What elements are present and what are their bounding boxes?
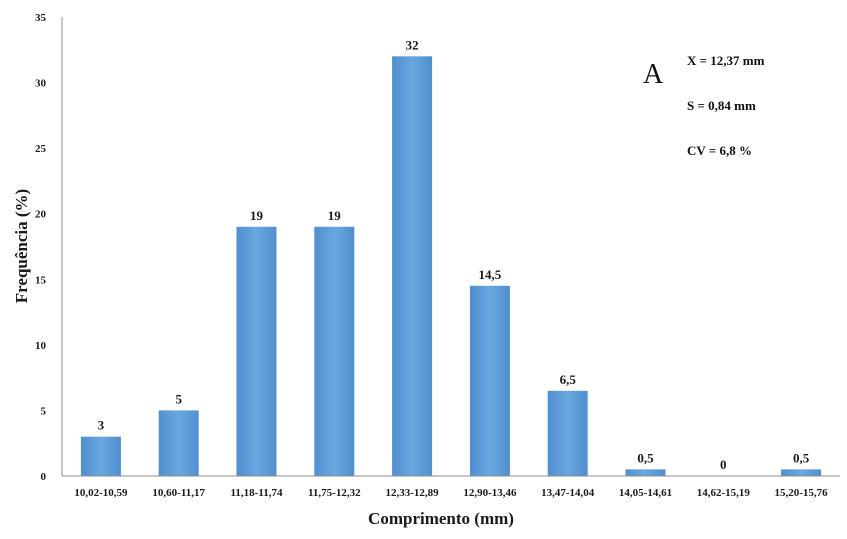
y-tick-label-5: 5	[41, 405, 47, 417]
data-label-5: 32	[406, 37, 419, 52]
y-axis-title: Frequência (%)	[12, 189, 31, 303]
bar-1	[80, 436, 121, 476]
std-dev-annotation: S = 0,84 mm	[687, 98, 756, 113]
x-axis-title: Comprimento (mm)	[368, 509, 514, 528]
x-tick-label-6: 12,90-13,46	[463, 487, 517, 499]
panel-label: A	[643, 59, 664, 90]
bar-4	[314, 226, 355, 476]
bar-6	[469, 285, 510, 476]
data-label-8: 0,5	[637, 450, 654, 465]
y-tick-label-0: 0	[41, 471, 47, 483]
data-label-4: 19	[328, 208, 342, 223]
x-ticks-layer: 10,02-10,59 10,60-11,17 11,18-11,74 11,75-1…	[74, 487, 828, 499]
x-tick-label-10: 15,20-15,76	[775, 487, 829, 499]
x-tick-label-5: 12,33-12,89	[386, 487, 440, 499]
data-label-6: 14,5	[479, 267, 502, 282]
y-tick-label-10: 10	[35, 340, 47, 352]
bar-10	[781, 469, 822, 476]
data-label-7: 6,5	[560, 372, 577, 387]
y-tick-label-20: 20	[35, 209, 47, 221]
x-tick-label-9: 14,62-15,19	[697, 487, 751, 499]
data-label-2: 5	[175, 391, 182, 406]
data-labels-layer: 3 5 19 19 32 14,5 6,5 0,5 0 0,5	[98, 37, 810, 472]
cv-annotation: CV = 6,8 %	[687, 143, 752, 158]
x-tick-label-4: 11,75-12,32	[308, 487, 361, 499]
y-ticks-layer: 0 5 10 15 20 25 30 35	[35, 12, 47, 483]
bar-3	[236, 226, 277, 476]
bar-8	[625, 469, 666, 476]
x-tick-label-1: 10,02-10,59	[74, 487, 128, 499]
data-label-10: 0,5	[793, 450, 810, 465]
x-tick-label-2: 10,60-11,17	[152, 487, 205, 499]
bars-layer	[80, 56, 822, 477]
y-tick-label-15: 15	[35, 274, 47, 286]
x-tick-label-8: 14,05-14,61	[619, 487, 672, 499]
y-tick-label-35: 35	[35, 12, 47, 24]
bar-2	[158, 410, 199, 476]
y-tick-label-25: 25	[35, 143, 47, 155]
x-tick-label-7: 13,47-14,04	[541, 487, 595, 499]
data-label-9: 0	[720, 457, 727, 472]
mean-annotation: X = 12,37 mm	[687, 53, 765, 68]
y-tick-label-30: 30	[35, 78, 47, 90]
bar-5	[392, 56, 433, 477]
x-tick-label-3: 11,18-11,74	[231, 487, 283, 499]
data-label-3: 19	[250, 208, 264, 223]
bar-7	[547, 390, 588, 476]
data-label-1: 3	[98, 418, 105, 433]
